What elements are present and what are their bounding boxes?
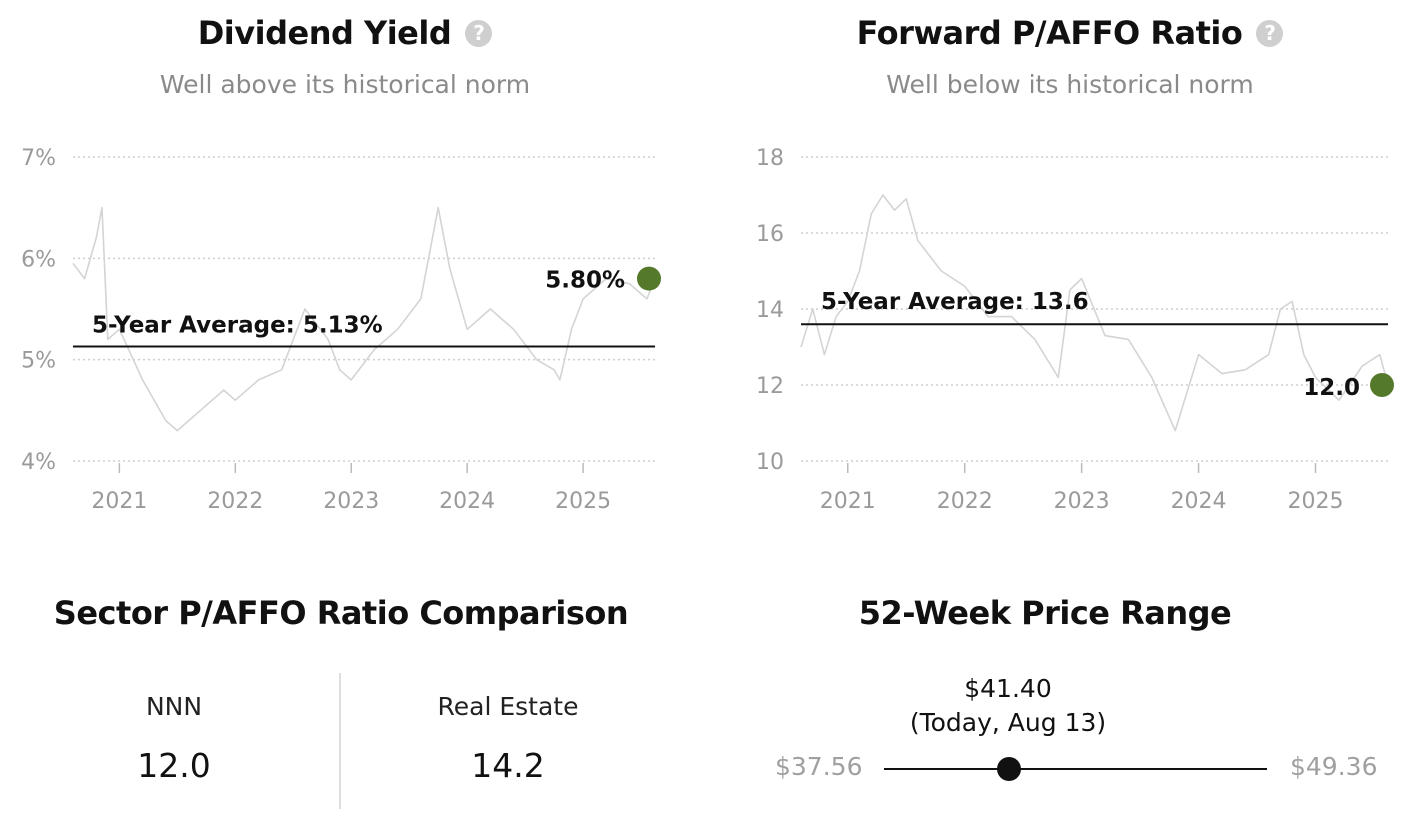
x-tick-label: 2023: [1054, 489, 1110, 514]
y-tick-label: 6%: [21, 247, 56, 272]
y-tick-label: 7%: [21, 146, 56, 171]
dividend-yield-subtitle: Well above its historical norm: [159, 70, 531, 99]
question-circle-icon[interactable]: ?: [465, 20, 493, 47]
price-range-today: $41.40 (Today, Aug 13): [877, 672, 1139, 740]
sector-right-value: 14.2: [471, 746, 545, 785]
price-range-low: $37.56: [775, 752, 863, 781]
series-line: [72, 206, 656, 432]
dividend-yield-panel: Dividend Yield? Well above its historica…: [0, 0, 690, 520]
x-tick-label: 2021: [820, 489, 876, 514]
y-tick-label: 4%: [21, 450, 56, 475]
question-circle-icon[interactable]: ?: [1256, 20, 1284, 47]
current-value-label: 12.0: [1303, 375, 1360, 401]
sector-divider: [339, 673, 341, 809]
forward-paffo-chart: 10 12 14 16 18 2021 2022 2023 2024 2025 5-Year Ave…: [756, 146, 1394, 514]
current-point: [637, 266, 661, 291]
y-tick-label: 18: [756, 146, 784, 171]
price-range-high: $49.36: [1290, 752, 1378, 781]
forward-paffo-title-text: Forward P/AFFO Ratio: [856, 14, 1243, 52]
y-tick-label: 12: [756, 374, 784, 399]
current-point: [1370, 373, 1394, 397]
average-label: 5-Year Average: 5.13%: [92, 312, 383, 338]
x-tick-label: 2023: [323, 489, 379, 514]
x-tick-label: 2025: [555, 489, 611, 514]
dividend-yield-chart: 4% 5% 6% 7% 2021 2022 2023 2024 2025 5-Year Avera…: [21, 146, 661, 514]
dividend-yield-title-text: Dividend Yield: [197, 14, 452, 52]
x-tick-label: 2022: [937, 489, 993, 514]
series-line: [800, 194, 1389, 432]
current-value-label: 5.80%: [545, 268, 625, 294]
y-tick-label: 14: [756, 298, 784, 323]
price-range-title: 52-Week Price Range: [858, 594, 1232, 632]
sector-right-label: Real Estate: [437, 692, 579, 721]
dividend-yield-title: Dividend Yield?: [0, 14, 690, 52]
price-range-marker[interactable]: [996, 757, 1021, 781]
sector-comparison-panel: Sector P/AFFO Ratio Comparison NNN 12.0 …: [0, 580, 690, 832]
x-tick-label: 2024: [439, 489, 495, 514]
price-range-track: [884, 768, 1267, 770]
forward-paffo-subtitle: Well below its historical norm: [886, 70, 1254, 99]
y-tick-label: 5%: [21, 349, 56, 374]
today-price: $41.40: [964, 674, 1052, 703]
sector-comparison-title: Sector P/AFFO Ratio Comparison: [53, 594, 629, 632]
today-date-label: (Today, Aug 13): [909, 708, 1107, 737]
forward-paffo-panel: Forward P/AFFO Ratio? Well below its his…: [720, 0, 1420, 520]
x-tick-label: 2021: [91, 489, 147, 514]
x-tick-label: 2024: [1171, 489, 1227, 514]
y-tick-label: 10: [756, 450, 784, 475]
forward-paffo-title: Forward P/AFFO Ratio?: [720, 14, 1420, 52]
sector-left-label: NNN: [145, 692, 203, 721]
price-range-panel: 52-Week Price Range $41.40 (Today, Aug 1…: [720, 580, 1420, 832]
average-label: 5-Year Average: 13.6: [821, 289, 1089, 315]
sector-left-value: 12.0: [137, 746, 211, 785]
y-tick-label: 16: [756, 222, 784, 247]
x-tick-label: 2022: [207, 489, 263, 514]
x-tick-label: 2025: [1288, 489, 1344, 514]
